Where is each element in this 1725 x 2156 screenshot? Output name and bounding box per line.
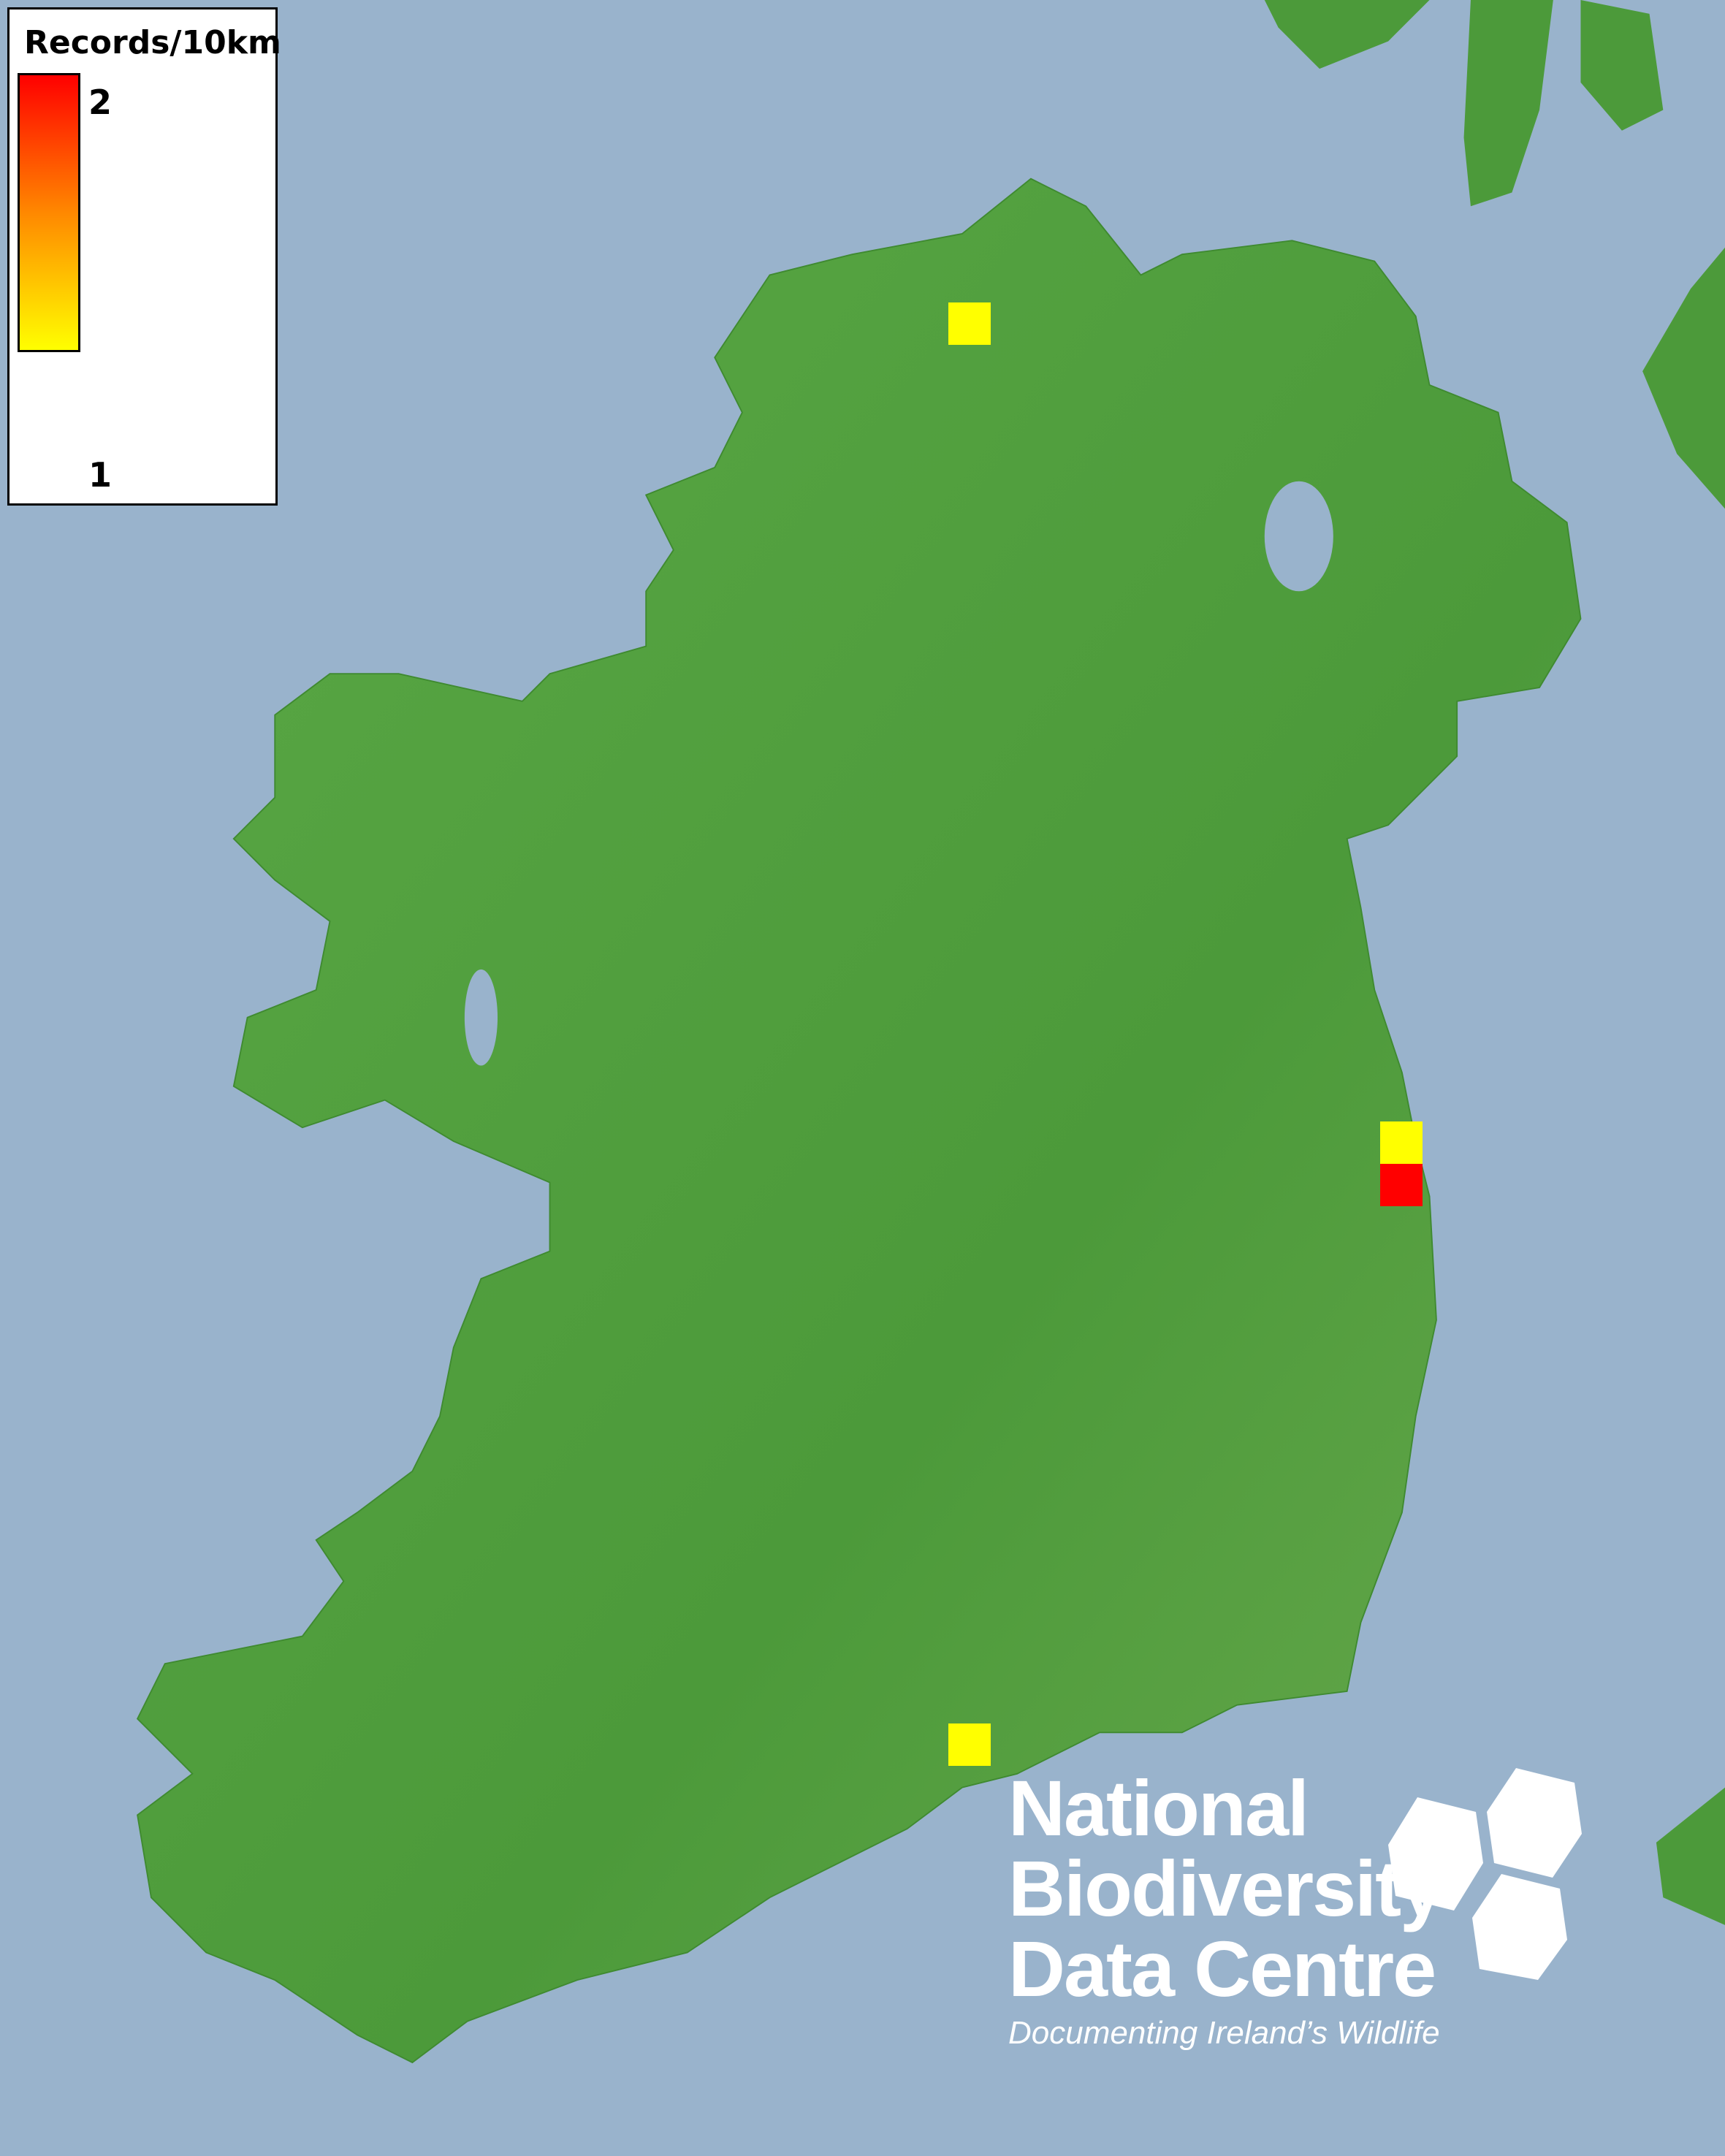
logo-tagline: Documenting Ireland’s Wildlife — [1008, 2015, 1440, 2051]
scotland-landmass — [1463, 0, 1553, 207]
record-square[interactable] — [1380, 1121, 1423, 1164]
color-ramp — [18, 73, 80, 352]
butterfly-icon — [1487, 1768, 1582, 1878]
scotland-landmass — [1580, 0, 1664, 131]
legend-max-label: 2 — [88, 83, 113, 122]
lough-corrib — [464, 969, 498, 1066]
wales-landmass — [1656, 1787, 1725, 1925]
record-square[interactable] — [948, 302, 991, 345]
logo-line: National — [1008, 1764, 1309, 1852]
record-square[interactable] — [1380, 1164, 1423, 1206]
lough-neagh — [1264, 481, 1333, 592]
legend-title: Records/10km — [24, 24, 281, 61]
logo-hexagons — [1388, 1768, 1582, 1980]
scotland-landmass — [1264, 0, 1430, 69]
legend: Records/10km 2 1 — [7, 7, 281, 506]
ireland-landmass — [136, 178, 1582, 2064]
scotland-landmass — [1642, 247, 1725, 509]
legend-min-label: 1 — [88, 455, 113, 495]
seahorse-icon — [1472, 1874, 1567, 1980]
tree-icon — [1388, 1797, 1483, 1911]
logo-line: Biodiversity — [1008, 1844, 1444, 1932]
nbdc-logo: National Biodiversity Data Centre Docume… — [1008, 1764, 1444, 2052]
record-square[interactable] — [948, 1723, 991, 1766]
logo-line: Data Centre — [1008, 1924, 1436, 2013]
